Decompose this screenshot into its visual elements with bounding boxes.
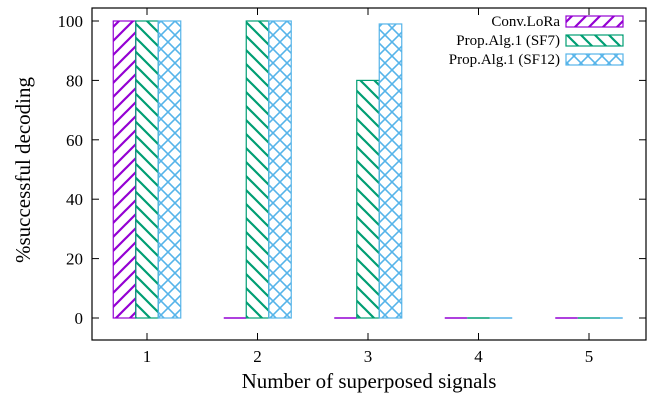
- x-axis-label: Number of superposed signals: [242, 369, 497, 393]
- y-axis-label: %successful decoding: [11, 76, 35, 263]
- x-tick-label: 3: [364, 347, 373, 366]
- bar-2-3: [356, 79, 380, 319]
- axes-group: 0 20 40 60 80 100 1 2 3 4 5: [58, 7, 647, 366]
- y-tick-label: 20: [66, 250, 83, 269]
- bar-2-2: [245, 20, 270, 319]
- legend-swatch-2: [565, 34, 624, 47]
- y-tick-label: 0: [75, 309, 84, 328]
- legend-label-1: Conv.LoRa: [491, 14, 560, 30]
- bar-1-1: [112, 20, 137, 319]
- bar-3-3: [378, 23, 403, 319]
- y-tick-label: 80: [66, 71, 83, 90]
- legend-label-3: Prop.Alg.1 (SF12): [449, 52, 560, 68]
- legend: Conv.LoRa Prop.Alg.1 (SF7) Prop.Alg.1 (SF1…: [449, 14, 624, 68]
- plot-frame: [91, 7, 647, 341]
- legend-swatch-3: [565, 53, 624, 66]
- y-tick-label: 100: [58, 12, 84, 31]
- x-tick-label: 5: [585, 347, 594, 366]
- legend-label-2: Prop.Alg.1 (SF7): [456, 33, 560, 49]
- y-tick-label: 60: [66, 131, 83, 150]
- bar-3-2: [268, 20, 292, 319]
- legend-swatch-1: [565, 15, 624, 28]
- bars-group: [112, 20, 623, 319]
- bar-3-1: [157, 20, 182, 319]
- bar-2-1: [135, 20, 159, 319]
- x-tick-label: 1: [143, 347, 152, 366]
- x-tick-label: 4: [474, 347, 483, 366]
- y-tick-label: 40: [66, 190, 83, 209]
- x-tick-label: 2: [253, 347, 262, 366]
